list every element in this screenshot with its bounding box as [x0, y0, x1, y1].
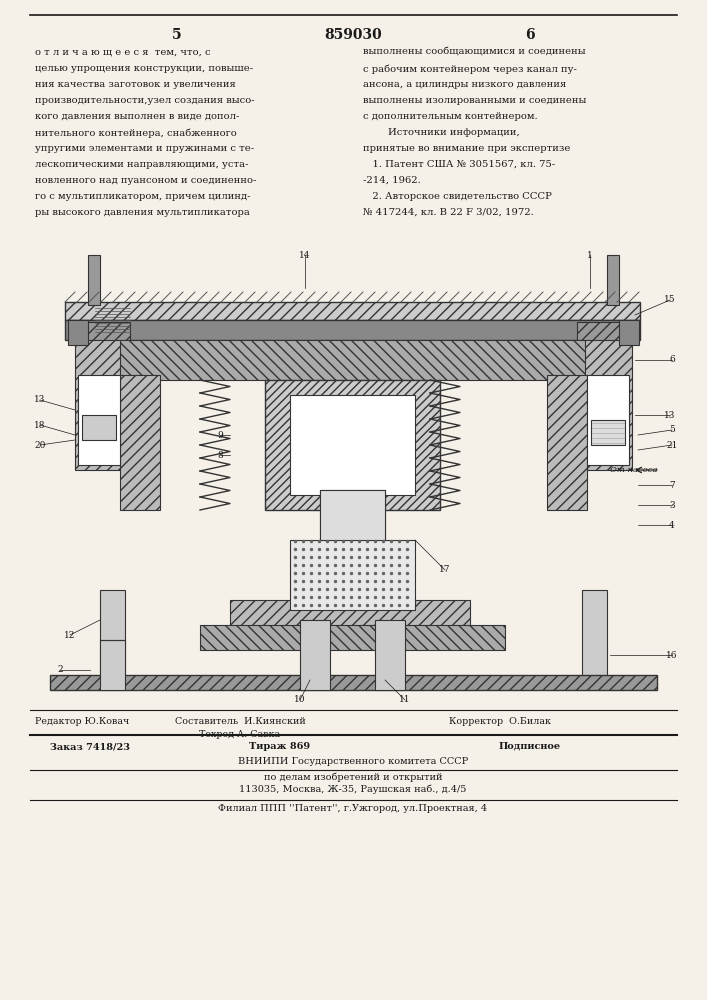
Text: лескопическими направляющими, уста-: лескопическими направляющими, уста- — [35, 160, 248, 169]
Text: Источники информации,: Источники информации, — [363, 128, 520, 137]
Text: 113035, Москва, Ж-35, Раушская наб., д.4/5: 113035, Москва, Ж-35, Раушская наб., д.4… — [239, 785, 467, 794]
Text: 2: 2 — [57, 666, 63, 674]
Text: № 417244, кл. В 22 F 3/02, 1972.: № 417244, кл. В 22 F 3/02, 1972. — [363, 208, 534, 217]
Bar — [607, 255, 619, 305]
Text: 7: 7 — [669, 481, 675, 489]
Text: Корректор  О.Билак: Корректор О.Билак — [449, 717, 551, 726]
Text: 21: 21 — [666, 440, 678, 450]
Text: 10: 10 — [294, 696, 305, 704]
Bar — [290, 395, 415, 495]
Text: 9: 9 — [217, 430, 223, 440]
Bar — [587, 375, 629, 465]
Bar — [300, 620, 330, 690]
Text: 12: 12 — [64, 631, 76, 640]
Text: 3: 3 — [670, 500, 674, 510]
Text: ры высокого давления мультипликатора: ры высокого давления мультипликатора — [35, 208, 250, 217]
Text: ния качества заготовок и увеличения: ния качества заготовок и увеличения — [35, 80, 235, 89]
Bar — [120, 340, 585, 380]
Bar — [68, 320, 88, 345]
Text: 15: 15 — [664, 296, 676, 304]
Bar — [577, 335, 632, 470]
Bar — [120, 375, 160, 510]
Text: нительного контейнера, снабженного: нительного контейнера, снабженного — [35, 128, 237, 137]
Text: 8: 8 — [217, 450, 223, 460]
Text: выполнены изолированными и соединены: выполнены изолированными и соединены — [363, 96, 586, 105]
Text: 13: 13 — [665, 410, 676, 420]
Bar — [75, 335, 130, 470]
Bar — [591, 420, 625, 445]
Text: новленного над пуансоном и соединенно-: новленного над пуансоном и соединенно- — [35, 176, 257, 185]
Text: с рабочим контейнером через канал пу-: с рабочим контейнером через канал пу- — [363, 64, 577, 74]
Text: кого давления выполнен в виде допол-: кого давления выполнен в виде допол- — [35, 112, 240, 121]
Text: 859030: 859030 — [324, 28, 382, 42]
Bar — [88, 255, 100, 305]
Bar — [265, 380, 440, 510]
Bar — [100, 640, 125, 690]
Text: 4: 4 — [669, 520, 675, 530]
Text: 17: 17 — [439, 566, 451, 574]
Text: по делам изобретений и открытий: по делам изобретений и открытий — [264, 772, 443, 782]
Text: 18: 18 — [34, 420, 46, 430]
Text: Заказ 7418/23: Заказ 7418/23 — [50, 742, 130, 751]
Text: 2. Авторское свидетельство СССР: 2. Авторское свидетельство СССР — [363, 192, 552, 201]
Bar — [290, 540, 415, 610]
Text: 13: 13 — [35, 395, 46, 404]
Text: От насоса: От насоса — [611, 466, 658, 474]
Bar — [577, 322, 632, 340]
Text: 16: 16 — [666, 650, 678, 660]
Bar — [65, 320, 640, 340]
Text: 1: 1 — [587, 250, 593, 259]
Text: с дополнительным контейнером.: с дополнительным контейнером. — [363, 112, 537, 121]
Text: ВНИИПИ Государственного комитета СССР: ВНИИПИ Государственного комитета СССР — [238, 757, 468, 766]
Text: принятые во внимание при экспертизе: принятые во внимание при экспертизе — [363, 144, 571, 153]
Text: -214, 1962.: -214, 1962. — [363, 176, 421, 185]
Text: 14: 14 — [299, 250, 311, 259]
Bar — [375, 620, 405, 690]
Text: упругими элементами и пружинами с те-: упругими элементами и пружинами с те- — [35, 144, 254, 153]
Bar — [230, 600, 470, 630]
Text: выполнены сообщающимися и соединены: выполнены сообщающимися и соединены — [363, 48, 585, 57]
Text: целью упрощения конструкции, повыше-: целью упрощения конструкции, повыше- — [35, 64, 253, 73]
Text: 1. Патент США № 3051567, кл. 75-: 1. Патент США № 3051567, кл. 75- — [363, 160, 555, 169]
Bar — [582, 590, 607, 680]
Text: Составитель  И.Киянский: Составитель И.Киянский — [175, 717, 305, 726]
Bar — [100, 590, 125, 680]
Text: 5: 5 — [669, 426, 675, 434]
Bar — [82, 415, 116, 440]
Bar — [320, 490, 385, 630]
Text: ансона, а цилиндры низкого давления: ансона, а цилиндры низкого давления — [363, 80, 566, 89]
Bar — [50, 675, 657, 690]
Bar — [30, 310, 677, 690]
Text: о т л и ч а ю щ е е с я  тем, что, с: о т л и ч а ю щ е е с я тем, что, с — [35, 48, 211, 57]
Text: 11: 11 — [399, 696, 411, 704]
Text: 6: 6 — [669, 356, 675, 364]
Text: 20: 20 — [35, 440, 46, 450]
Bar — [619, 320, 639, 345]
Bar — [320, 490, 385, 630]
Bar — [200, 625, 505, 650]
Bar — [65, 302, 640, 320]
Text: 5: 5 — [173, 28, 182, 42]
Text: 6: 6 — [525, 28, 534, 42]
Bar — [78, 375, 120, 465]
Text: Подписное: Подписное — [499, 742, 561, 751]
Bar — [75, 322, 130, 340]
Bar — [547, 375, 587, 510]
Text: производительности,узел создания высо-: производительности,узел создания высо- — [35, 96, 255, 105]
Text: Филиал ППП ''Патент'', г.Ужгород, ул.Проектная, 4: Филиал ППП ''Патент'', г.Ужгород, ул.Про… — [218, 804, 488, 813]
Text: Тираж 869: Тираж 869 — [250, 742, 310, 751]
Text: Редактор Ю.Ковач: Редактор Ю.Ковач — [35, 717, 129, 726]
Text: го с мультипликатором, причем цилинд-: го с мультипликатором, причем цилинд- — [35, 192, 250, 201]
Text: Техред А. Савка: Техред А. Савка — [199, 730, 281, 739]
